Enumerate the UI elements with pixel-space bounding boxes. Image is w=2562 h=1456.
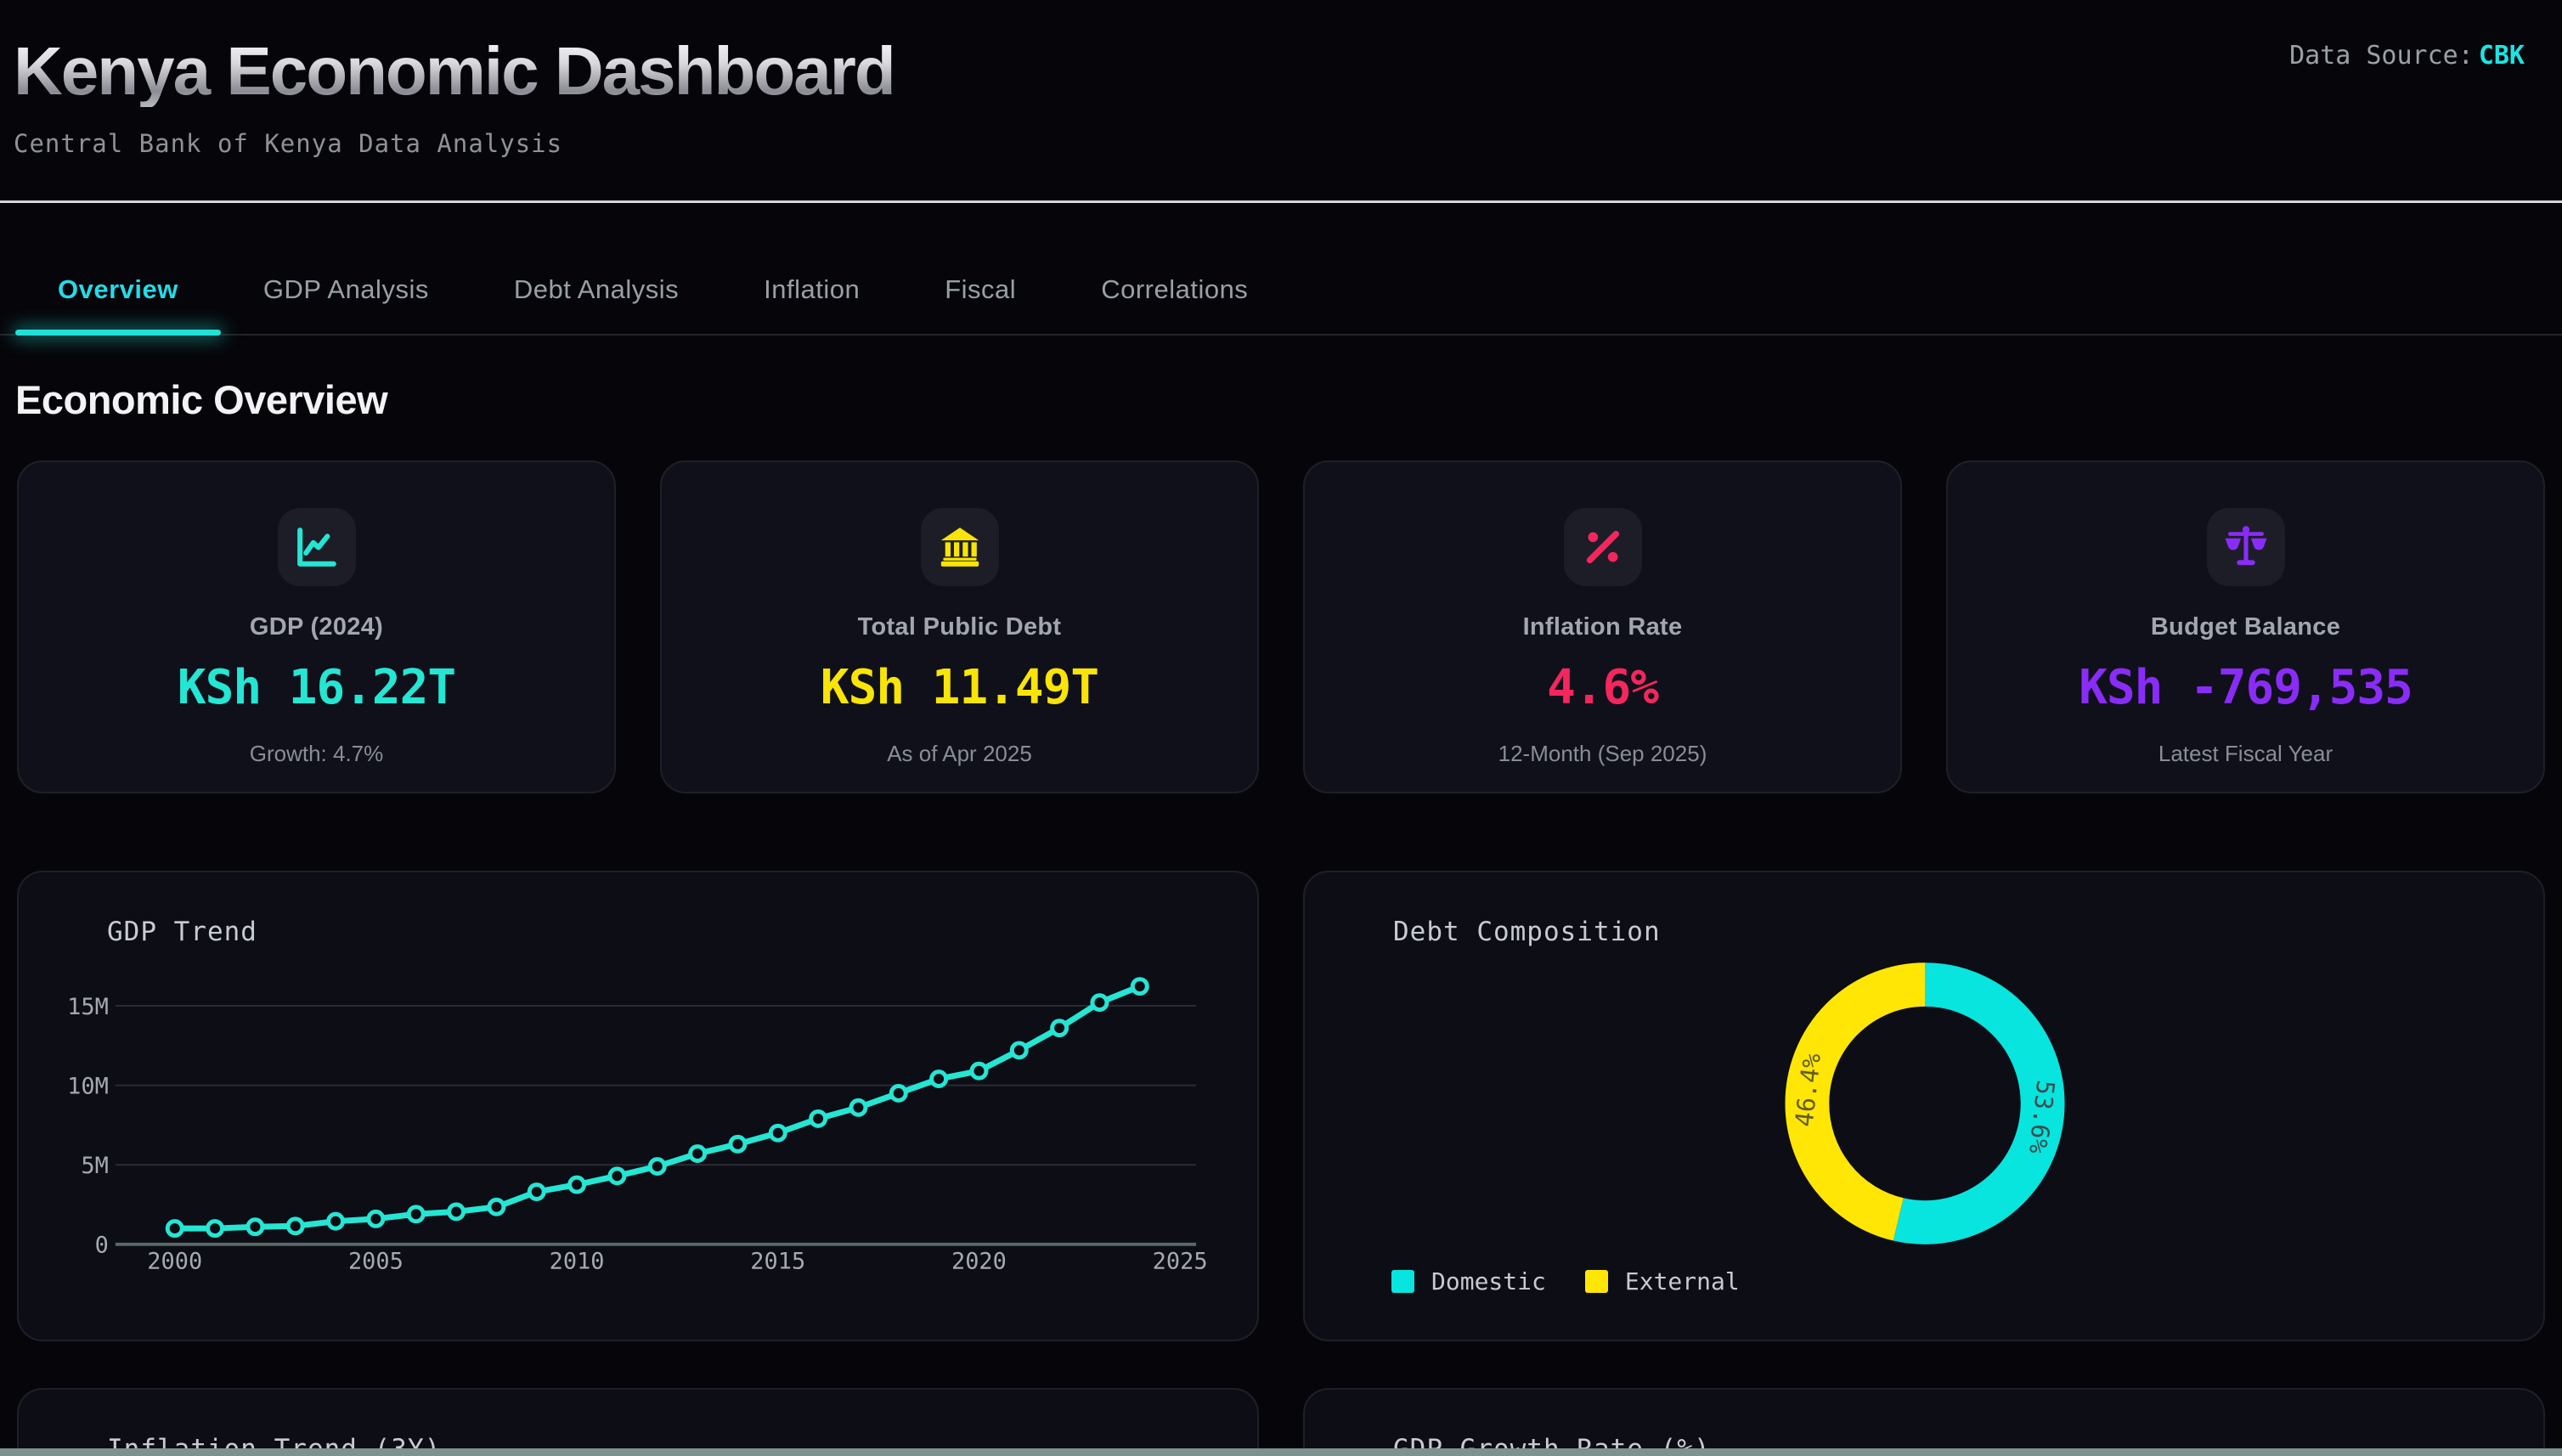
page-title: Kenya Economic Dashboard bbox=[14, 33, 896, 109]
debt-composition-card: 53.6% 46.4% Debt Composition Domestic Ext… bbox=[1303, 871, 2545, 1341]
svg-text:2000: 2000 bbox=[147, 1249, 202, 1275]
kpi-value: KSh 11.49T bbox=[820, 660, 1099, 715]
legend-item-domestic[interactable]: Domestic bbox=[1391, 1267, 1546, 1295]
external-swatch bbox=[1584, 1270, 1608, 1293]
tab-inflation[interactable]: Inflation bbox=[764, 274, 861, 304]
svg-text:2010: 2010 bbox=[550, 1249, 605, 1275]
kpi-label: Inflation Rate bbox=[1522, 613, 1683, 641]
kpi-card-budget-balance: Budget Balance KSh -769,535 Latest Fisca… bbox=[1946, 460, 2545, 793]
debt-composition-donut: 53.6%46.4% bbox=[1785, 962, 2065, 1244]
kpi-card-public-debt: Total Public Debt KSh 11.49T As of Apr 2… bbox=[660, 460, 1259, 793]
tab-gdp-analysis[interactable]: GDP Analysis bbox=[262, 274, 429, 304]
svg-text:2025: 2025 bbox=[1153, 1249, 1208, 1275]
kpi-subtext: Latest Fiscal Year bbox=[2158, 741, 2333, 766]
legend-label: Domestic bbox=[1431, 1267, 1546, 1295]
section-title: Economic Overview bbox=[15, 377, 388, 422]
data-source-label: Data Source: bbox=[2289, 41, 2474, 71]
bank-icon bbox=[920, 508, 999, 586]
gdp-trend-title: GDP Trend bbox=[107, 917, 257, 947]
legend-label: External bbox=[1624, 1267, 1740, 1295]
tab-correlations[interactable]: Correlations bbox=[1101, 274, 1249, 304]
kpi-subtext: 12-Month (Sep 2025) bbox=[1498, 741, 1707, 766]
kpi-label: Budget Balance bbox=[2150, 613, 2341, 641]
tab-overview[interactable]: Overview bbox=[15, 203, 221, 336]
percent-icon bbox=[1563, 508, 1642, 586]
donut-legend: Domestic External bbox=[1391, 1267, 1740, 1295]
kpi-subtext: As of Apr 2025 bbox=[887, 741, 1032, 766]
gdp-trend-card: 0 5M 10M 15M 2000 2005 2010 2015 2020 2025 GDP Tr… bbox=[17, 871, 1259, 1341]
scales-icon bbox=[2206, 508, 2285, 586]
tab-bar: Overview GDP Analysis Debt Analysis Infl… bbox=[0, 203, 2562, 336]
svg-text:2015: 2015 bbox=[750, 1249, 805, 1275]
tab-fiscal[interactable]: Fiscal bbox=[945, 274, 1017, 304]
kpi-value: 4.6% bbox=[1547, 660, 1659, 715]
header: Kenya Economic Dashboard Central Bank of… bbox=[0, 0, 2562, 159]
svg-text:15M: 15M bbox=[67, 994, 109, 1020]
charts-row: 0 5M 10M 15M 2000 2005 2010 2015 2020 2025 GDP Tr… bbox=[17, 871, 2545, 1341]
kpi-label: GDP (2024) bbox=[249, 613, 384, 641]
data-source-link[interactable]: CBK bbox=[2478, 41, 2525, 71]
kpi-subtext: Growth: 4.7% bbox=[249, 741, 384, 766]
page-subtitle: Central Bank of Kenya Data Analysis bbox=[14, 129, 563, 158]
kpi-label: Total Public Debt bbox=[857, 613, 1062, 641]
svg-text:0: 0 bbox=[95, 1233, 109, 1259]
charts-row-bottom: Inflation Trend (3Y) GDP Growth Rate (%) bbox=[17, 1388, 2545, 1456]
kpi-card-gdp: GDP (2024) KSh 16.22T Growth: 4.7% bbox=[17, 460, 616, 793]
kpi-value: KSh -769,535 bbox=[2079, 660, 2413, 715]
svg-text:5M: 5M bbox=[81, 1153, 108, 1179]
data-source: Data Source: CBK bbox=[2289, 41, 2525, 71]
bottom-scrollbar[interactable] bbox=[0, 1448, 2562, 1456]
header-divider bbox=[0, 200, 2562, 203]
kpi-value: KSh 16.22T bbox=[177, 660, 456, 715]
svg-text:10M: 10M bbox=[67, 1074, 109, 1100]
line-chart-icon bbox=[277, 508, 356, 586]
kpi-card-inflation: Inflation Rate 4.6% 12-Month (Sep 2025) bbox=[1303, 460, 1902, 793]
kpi-row: GDP (2024) KSh 16.22T Growth: 4.7% Total… bbox=[17, 460, 2545, 793]
gdp-growth-card: GDP Growth Rate (%) bbox=[1303, 1388, 2545, 1456]
inflation-trend-card: Inflation Trend (3Y) bbox=[17, 1388, 1259, 1456]
debt-composition-title: Debt Composition bbox=[1393, 917, 1661, 947]
svg-text:2020: 2020 bbox=[951, 1249, 1007, 1275]
gdp-trend-chart: 0 5M 10M 15M 2000 2005 2010 2015 2020 2025 bbox=[67, 977, 1208, 1275]
legend-item-external[interactable]: External bbox=[1584, 1267, 1740, 1295]
tab-debt-analysis[interactable]: Debt Analysis bbox=[513, 274, 680, 304]
domestic-swatch bbox=[1391, 1270, 1414, 1293]
svg-text:2005: 2005 bbox=[348, 1249, 403, 1275]
